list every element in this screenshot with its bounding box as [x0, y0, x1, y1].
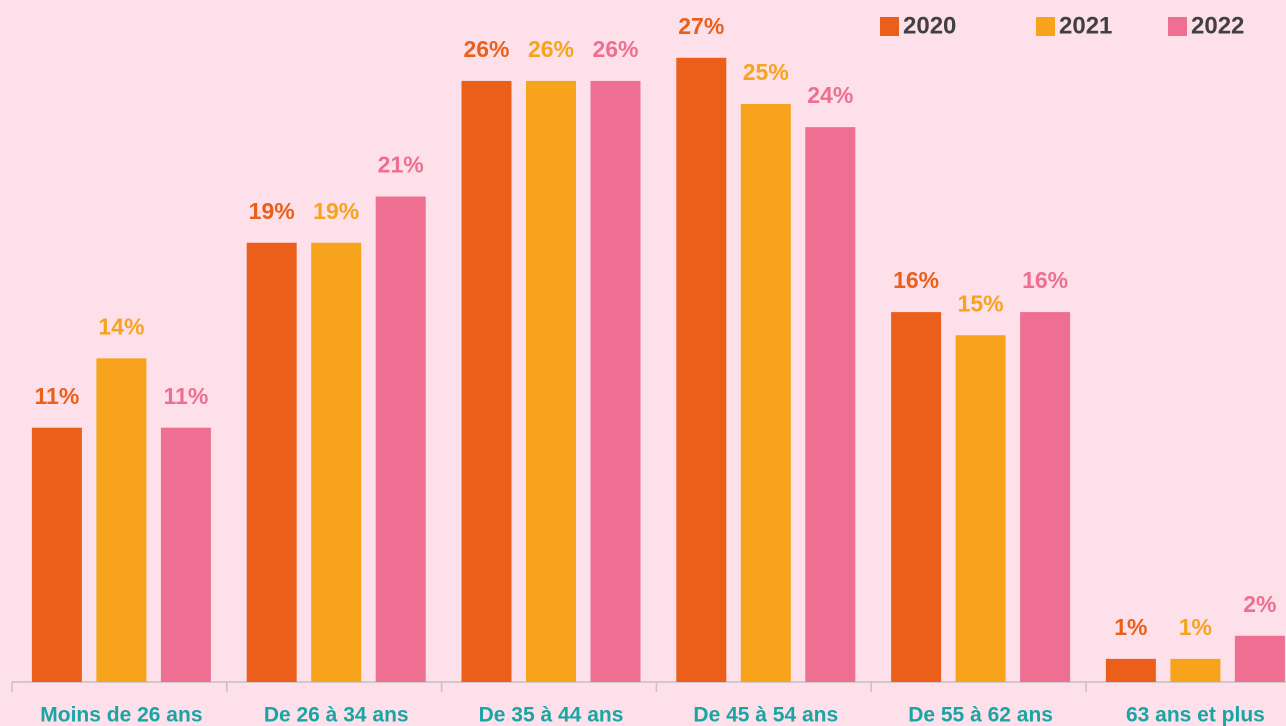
legend-label: 2021 [1059, 12, 1112, 39]
data-label: 11% [35, 383, 80, 409]
data-label: 16% [893, 267, 939, 293]
x-tick-label: De 55 à 62 ans [908, 704, 1053, 726]
bar [955, 335, 1006, 682]
x-tick-label: 63 ans et plus [1126, 704, 1265, 726]
legend-swatch [1036, 17, 1055, 36]
data-label: 16% [1022, 267, 1068, 293]
data-label: 11% [164, 383, 209, 409]
data-label: 15% [958, 290, 1004, 316]
legend-label: 2022 [1191, 12, 1244, 39]
data-label: 26% [592, 36, 638, 62]
data-label: 27% [678, 13, 724, 39]
data-label: 26% [528, 36, 574, 62]
bar [740, 104, 791, 683]
x-tick-label: De 35 à 44 ans [479, 704, 624, 726]
data-label: 1% [1179, 614, 1212, 640]
bar [375, 196, 426, 682]
legend-swatch [880, 17, 899, 36]
bar [311, 242, 362, 682]
data-label: 1% [1114, 614, 1147, 640]
bar [891, 312, 942, 682]
data-label: 19% [313, 198, 359, 224]
data-label: 25% [743, 59, 789, 85]
bar [160, 427, 211, 682]
bar [461, 80, 512, 682]
bar [1105, 658, 1156, 682]
bar [246, 242, 297, 682]
data-label: 21% [378, 152, 424, 178]
data-label: 14% [98, 313, 144, 339]
x-tick-label: Moins de 26 ans [40, 704, 202, 726]
bar [805, 127, 856, 683]
bar [96, 358, 147, 682]
data-label: 2% [1243, 591, 1276, 617]
x-tick-label: De 26 à 34 ans [264, 704, 409, 726]
bar [590, 80, 641, 682]
data-label: 26% [463, 36, 509, 62]
x-tick-label: De 45 à 54 ans [693, 704, 838, 726]
bar [1170, 658, 1221, 682]
legend-swatch [1168, 17, 1187, 36]
data-label: 24% [807, 82, 853, 108]
data-label: 19% [249, 198, 295, 224]
bar [676, 57, 727, 682]
bar [31, 427, 82, 682]
bar [526, 80, 576, 682]
bar [1234, 635, 1285, 682]
legend-label: 2020 [903, 12, 956, 39]
bar [1020, 312, 1071, 682]
